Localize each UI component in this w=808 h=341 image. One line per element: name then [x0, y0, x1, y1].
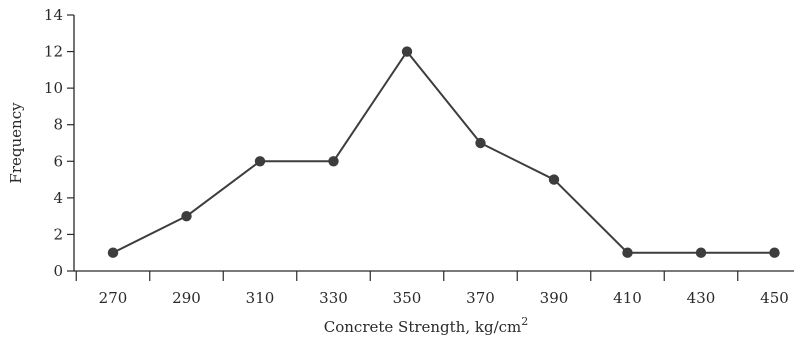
data-point-370 [475, 137, 486, 149]
x-tick-label-430: 430 [687, 289, 716, 307]
x-tick-label-410: 410 [613, 289, 642, 307]
y-axis-ticks: 0 2 4 6 8 10 12 14 [44, 6, 74, 280]
y-tick-label-2: 2 [53, 225, 63, 243]
x-axis-ticks: 270 290 310 330 350 370 390 410 430 450 [75, 271, 789, 307]
y-tick-label-0: 0 [53, 262, 63, 280]
y-tick-label-12: 12 [44, 43, 63, 61]
data-point-390 [548, 174, 560, 185]
series-line-0 [112, 50, 775, 254]
axes [73, 15, 794, 272]
x-tick-label-450: 450 [760, 289, 789, 307]
x-axis-title: Concrete Strength, kg/cm2 [324, 315, 529, 336]
data-point-290 [181, 210, 192, 222]
y-axis-title: Frequency [7, 102, 25, 184]
x-tick-label-310: 310 [246, 289, 275, 307]
y-tick-label-8: 8 [53, 116, 63, 134]
data-point-310 [254, 156, 266, 167]
plot-area [107, 46, 780, 258]
x-tick-label-330: 330 [319, 289, 348, 307]
data-point-450 [769, 247, 780, 258]
x-tick-label-370: 370 [466, 289, 495, 307]
data-point-270 [107, 247, 119, 258]
x-axis-title-text: Concrete Strength, kg/cm [324, 318, 522, 336]
x-tick-label-390: 390 [540, 289, 569, 307]
x-tick-label-290: 290 [172, 289, 201, 307]
y-tick-label-6: 6 [53, 152, 63, 170]
x-axis-title-superscript: 2 [521, 315, 528, 328]
data-point-330 [328, 156, 339, 167]
y-tick-label-10: 10 [44, 79, 63, 97]
y-tick-label-14: 14 [44, 6, 63, 24]
data-point-410 [622, 247, 633, 258]
data-point-430 [695, 247, 707, 258]
y-tick-label-4: 4 [53, 189, 63, 207]
x-tick-label-270: 270 [99, 289, 128, 307]
x-tick-label-350: 350 [393, 289, 422, 307]
data-point-350 [401, 46, 413, 57]
